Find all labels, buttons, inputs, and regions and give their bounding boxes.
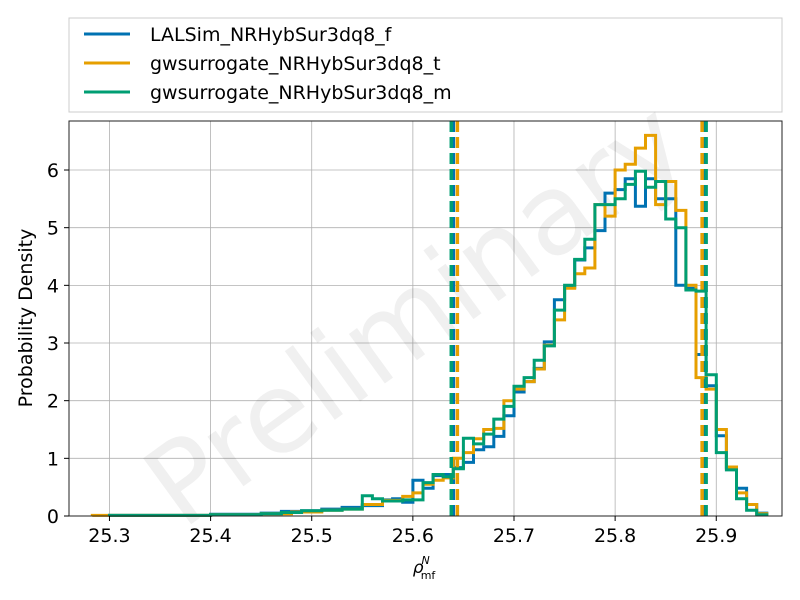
y-tick-label: 0 (47, 506, 59, 528)
y-tick-label: 6 (47, 160, 59, 182)
series-gwsurrogate_NRHybSur3dq8_t (90, 121, 769, 517)
x-tick-label: 25.6 (392, 525, 434, 547)
legend-label: LALSim_NRHybSur3dq8_f (150, 24, 393, 46)
series-gwsurrogate_NRHybSur3dq8_m (108, 121, 769, 517)
x-axis: 25.3 25.4 25.5 25.6 25.7 25.8 25.9 (88, 516, 737, 547)
y-tick-label: 4 (47, 275, 59, 297)
x-axis-label-super: N (421, 554, 429, 567)
series-layer (90, 121, 769, 517)
legend-label: gwsurrogate_NRHybSur3dq8_t (150, 53, 441, 75)
x-tick-label: 25.4 (189, 525, 231, 547)
y-tick-label: 5 (47, 218, 59, 240)
y-tick-label: 1 (47, 448, 59, 470)
y-tick-label: 3 (47, 333, 59, 355)
plot-background (69, 121, 782, 516)
y-axis-label: Probability Density (15, 229, 37, 408)
x-tick-label: 25.9 (695, 525, 737, 547)
legend-frame (68, 17, 783, 113)
plot-area: Preliminary (68, 76, 783, 553)
plot-frame (68, 120, 783, 517)
y-axis: 0 1 2 3 4 5 6 (47, 160, 69, 528)
y-tick-label: 2 (47, 391, 59, 413)
legend-entries: LALSim_NRHybSur3dq8_f gwsurrogate_NRHybSu… (84, 24, 452, 104)
x-tick-label: 25.8 (594, 525, 636, 547)
x-axis-label: ρN mf (413, 554, 437, 582)
x-tick-label: 25.3 (88, 525, 130, 547)
x-tick-label: 25.5 (291, 525, 333, 547)
x-tick-label: 25.7 (493, 525, 535, 547)
x-axis-label-sub: mf (421, 569, 437, 582)
legend: LALSim_NRHybSur3dq8_f gwsurrogate_NRHybSu… (68, 17, 783, 113)
legend-label: gwsurrogate_NRHybSur3dq8_m (150, 82, 452, 104)
histogram-step-line (90, 133, 769, 517)
x-axis-label-base: ρ (413, 558, 424, 578)
histogram-step-line (108, 169, 769, 517)
